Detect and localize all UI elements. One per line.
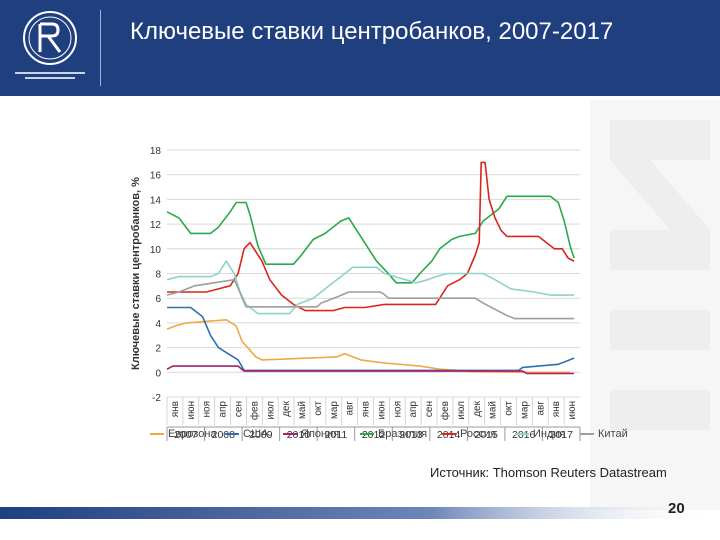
y-axis-title: Ключевые ставки центробанков, % bbox=[130, 177, 142, 370]
month-tick-label: сен bbox=[234, 401, 245, 417]
legend-label: Китай bbox=[598, 428, 628, 440]
year-label: 2008 bbox=[212, 429, 236, 441]
page-title: Ключевые ставки центробанков, 2007-2017 bbox=[130, 18, 614, 45]
series-line-1 bbox=[167, 306, 575, 372]
legend-item: Япония bbox=[283, 428, 339, 444]
month-tick-label: фев bbox=[439, 401, 451, 420]
legend-item: Китай bbox=[580, 428, 628, 444]
series-line-3 bbox=[166, 195, 575, 284]
legend-swatch bbox=[360, 433, 374, 436]
month-tick-label: ноя bbox=[392, 401, 403, 418]
month-tick-label: окт bbox=[504, 401, 515, 416]
legend-label: Россия bbox=[460, 428, 497, 440]
y-tick-label: 10 bbox=[150, 245, 162, 256]
legend-label: Бразилия bbox=[378, 428, 428, 440]
background-watermark bbox=[590, 100, 720, 510]
month-tick-label: апр bbox=[218, 401, 229, 418]
year-label: 2009 bbox=[249, 429, 273, 441]
legend-swatch bbox=[225, 433, 239, 436]
month-tick-label: янв bbox=[551, 401, 562, 417]
month-tick-label: дек bbox=[281, 400, 292, 416]
y-tick-label: 0 bbox=[155, 368, 161, 379]
legend-swatch bbox=[283, 433, 297, 436]
legend-label: Индия bbox=[533, 428, 566, 440]
legend-swatch bbox=[580, 433, 594, 436]
legend-item: Россия bbox=[442, 428, 496, 444]
y-tick-label: 2 bbox=[155, 344, 161, 355]
year-label: 2015 bbox=[474, 429, 498, 441]
year-label: 2010 bbox=[287, 429, 311, 441]
source-note: Источник: Thomson Reuters Datastream bbox=[430, 465, 667, 480]
series-line-6 bbox=[166, 278, 575, 320]
month-tick-label: авг bbox=[345, 401, 356, 416]
page-number: 20 bbox=[668, 500, 685, 517]
month-tick-label: фев bbox=[248, 401, 260, 420]
legend-label: Еврозона bbox=[168, 428, 217, 440]
month-tick-label: мар bbox=[519, 401, 530, 419]
y-tick-label: -2 bbox=[152, 393, 161, 404]
month-tick-label: апр bbox=[408, 401, 419, 418]
interest-rate-chart: 18 16 14 12 10 8 6 4 2 0 -2 Ключевые ставки центроб… bbox=[130, 146, 581, 441]
bottom-band bbox=[0, 507, 720, 519]
legend-label: США bbox=[243, 428, 269, 440]
year-label: 2011 bbox=[325, 429, 348, 441]
year-label: 2017 bbox=[550, 429, 574, 441]
y-tick-label: 18 bbox=[150, 146, 162, 157]
legend-swatch bbox=[515, 433, 529, 436]
legend-item: Бразилия bbox=[360, 428, 427, 444]
y-tick-label: 4 bbox=[155, 319, 161, 330]
month-tick-label: мар bbox=[329, 401, 340, 419]
header-bar: Ключевые ставки центробанков, 2007-2017 bbox=[0, 0, 720, 96]
series-line-4 bbox=[167, 161, 575, 312]
legend-label: Япония bbox=[301, 428, 340, 440]
y-tick-label: 16 bbox=[150, 171, 162, 182]
year-label: 2013 bbox=[399, 429, 423, 441]
legend-swatch bbox=[442, 433, 456, 436]
y-tick-label: 12 bbox=[150, 220, 162, 231]
year-label: 2007 bbox=[174, 429, 198, 441]
legend-swatch bbox=[150, 433, 164, 436]
month-tick-label: дек bbox=[472, 400, 483, 416]
series-line-2 bbox=[166, 365, 575, 375]
month-tick-label: янв bbox=[361, 401, 372, 417]
series-line-5 bbox=[166, 260, 575, 315]
month-tick-label: июн bbox=[567, 401, 578, 420]
month-tick-label: окт bbox=[313, 401, 324, 416]
y-tick-label: 14 bbox=[150, 195, 162, 206]
month-tick-label: авг bbox=[535, 401, 546, 416]
legend-item: США bbox=[225, 428, 268, 444]
header-divider bbox=[100, 10, 101, 86]
month-tick-label: янв bbox=[170, 401, 181, 417]
month-tick-label: ноя bbox=[202, 401, 213, 418]
month-tick-label: июн bbox=[186, 401, 197, 420]
month-tick-label: май bbox=[297, 401, 308, 419]
y-tick-label: 8 bbox=[155, 270, 161, 281]
month-tick-label: май bbox=[488, 401, 499, 419]
legend-item: Еврозона bbox=[150, 428, 217, 444]
legend-item: Индия bbox=[515, 428, 566, 444]
month-tick-label: сен bbox=[424, 401, 435, 417]
month-tick-label: июн bbox=[376, 401, 387, 420]
series-line-0 bbox=[166, 319, 571, 374]
month-tick-label: июл bbox=[456, 401, 467, 420]
chart-legend: Еврозона США Япония Бразилия Россия Индия Кита… bbox=[150, 428, 628, 444]
y-tick-label: 6 bbox=[155, 294, 161, 305]
university-logo bbox=[15, 11, 85, 79]
month-tick-label: июл bbox=[265, 401, 276, 420]
